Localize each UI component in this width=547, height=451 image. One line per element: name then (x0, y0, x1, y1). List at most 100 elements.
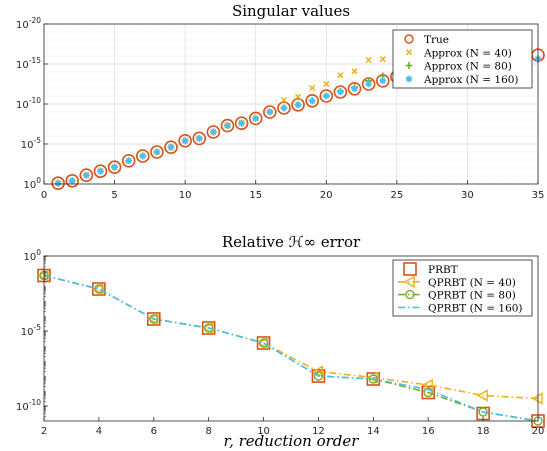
chart2-series (37, 268, 545, 428)
chart1-legend-label: Approx (N = 40) (423, 47, 512, 59)
chart2-xtick-label: 18 (477, 426, 490, 437)
chart1-point (111, 163, 118, 171)
chart1-xtick-label: 25 (390, 190, 403, 201)
chart2-xtick-label: 20 (532, 426, 545, 437)
chart1-legend-marker (405, 62, 413, 70)
chart1-point (234, 116, 249, 130)
chart2-xlabel: r, reduction order (224, 432, 360, 450)
chart1-ytick-label: 10-15 (16, 56, 41, 71)
chart1-point (51, 176, 65, 190)
chart1-point (305, 94, 319, 108)
chart1-point (79, 168, 94, 182)
chart1-title: Singular values (232, 2, 350, 20)
chart1-point (379, 77, 387, 85)
chart1-point (167, 143, 175, 151)
chart1-point (121, 154, 136, 168)
chart1-point (351, 85, 358, 93)
chart2-point (149, 314, 159, 324)
chart1-grid (44, 24, 538, 184)
chart1-xtick-label: 15 (249, 190, 262, 201)
chart2-point (531, 392, 543, 405)
chart2-xtick-label: 8 (205, 426, 211, 437)
chart1-point (150, 145, 164, 159)
chart2-legend-label: QPRBT (N = 160) (428, 302, 523, 314)
chart2-point (94, 284, 104, 294)
chart2-legend-label: QPRBT (N = 80) (428, 290, 516, 302)
chart1-point (322, 92, 330, 100)
chart2-xtick-label: 10 (257, 426, 270, 437)
chart2-legend-label: QPRBT (N = 40) (428, 277, 516, 289)
chart2-axes-box (43, 255, 539, 422)
chart1-point (291, 98, 305, 112)
chart1-point (277, 101, 291, 115)
chart1-point (280, 96, 288, 104)
chart1-point (266, 108, 274, 116)
chart2-xtick-label: 12 (312, 426, 325, 437)
chart2-title: Relative ℋ∞ error (222, 233, 361, 251)
chart2-xtick-label: 14 (367, 426, 380, 437)
chart1-point (224, 122, 231, 129)
chart1-xtick-label: 5 (111, 190, 117, 201)
chart2-legend-marker (403, 262, 417, 276)
chart1-point (365, 56, 372, 64)
chart1-xtick-label: 20 (320, 190, 333, 201)
chart2-ytick-label: 100 (23, 248, 41, 263)
chart1-point (365, 80, 372, 88)
chart1-legend-marker (405, 49, 413, 56)
chart1-point (248, 111, 263, 126)
chart2-point (311, 369, 326, 383)
chart1-legend-box (392, 29, 533, 89)
chart1-point (379, 56, 386, 63)
chart2-legend-marker (403, 275, 415, 288)
chart1-point (252, 115, 260, 122)
chart1-point (192, 131, 207, 146)
chart2-xtick-label: 6 (151, 426, 157, 437)
chart1-xtick-label: 35 (532, 190, 545, 201)
chart1-ytick-label: 10-20 (16, 16, 41, 31)
chart1-point (337, 88, 344, 96)
chart1-point (125, 157, 132, 165)
chart1-point (107, 160, 122, 174)
chart2-point (312, 365, 324, 378)
chart2-xtick-label: 16 (422, 426, 435, 437)
chart2-xtick-label: 2 (41, 426, 47, 437)
chart1-point (319, 89, 334, 103)
chart1-point (97, 167, 104, 175)
chart2-point (476, 389, 488, 402)
chart1-point (83, 171, 90, 179)
chart2-point (258, 338, 269, 348)
chart1-point (195, 135, 203, 142)
chart1-point (309, 84, 316, 92)
chart1-ticks: 0 5 10 15 20 25 30 35 100 10-5 10-10 10-15 10-20 (16, 16, 544, 201)
chart1-point (263, 105, 277, 119)
chart1-point (68, 177, 76, 185)
chart2-point (421, 378, 433, 392)
chart1-xtick-label: 10 (179, 190, 192, 201)
chart2-point (313, 371, 324, 381)
chart1-ytick-label: 100 (23, 176, 41, 191)
chart2-legend-label: PRBT (428, 264, 458, 276)
chart1-point (351, 68, 358, 75)
chart1-point (333, 85, 348, 99)
chart1-point (308, 97, 316, 105)
chart2-ytick-label: 10-10 (16, 398, 41, 413)
chart-relative-error: Relative ℋ∞ error 2 4 6 8 10 12 14 16 18 20 100 10-… (16, 233, 545, 450)
chart1-point (54, 179, 62, 187)
chart1-point (220, 118, 235, 133)
chart1-point (178, 134, 192, 148)
chart1-legend-marker (405, 75, 413, 83)
chart2-point (423, 387, 433, 398)
chart1-legend-label: Approx (N = 160) (423, 74, 519, 86)
chart1-legend-label: Approx (N = 80) (423, 61, 512, 73)
chart1-point (323, 80, 330, 88)
chart1-point (280, 104, 288, 112)
chart2-xtick-label: 4 (96, 426, 102, 437)
chart2-series-3 (43, 274, 539, 422)
chart1-point (337, 72, 344, 79)
chart2-point (421, 385, 436, 400)
chart1-point (347, 82, 362, 96)
chart1-point (164, 140, 178, 154)
